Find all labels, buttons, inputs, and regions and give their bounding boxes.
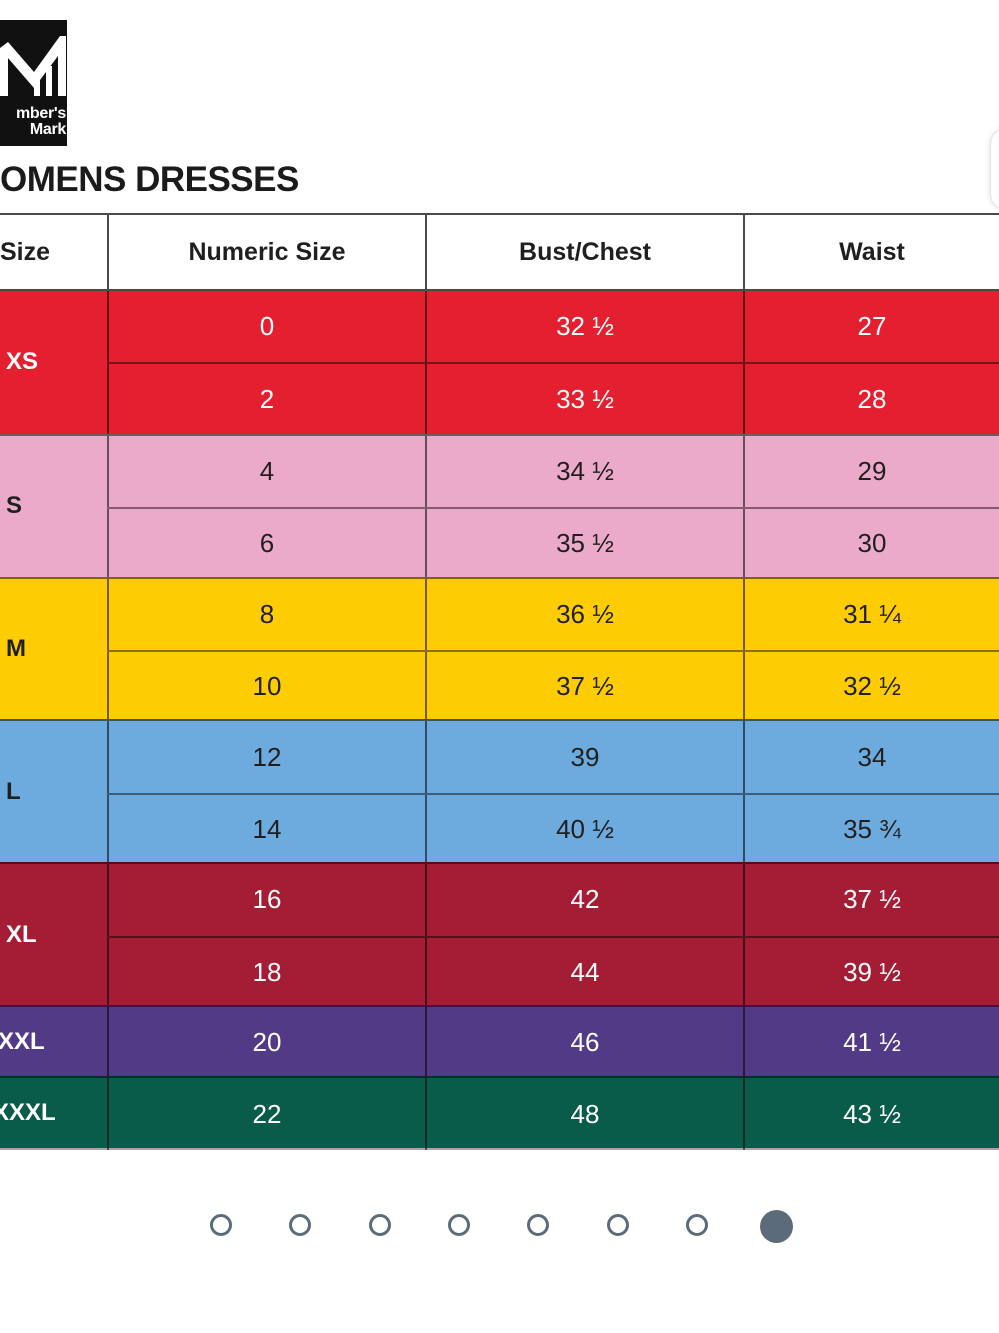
bust-chest-cell: 42 bbox=[425, 864, 743, 936]
size-label: XXL bbox=[0, 1027, 45, 1055]
size-label: S bbox=[6, 492, 23, 520]
numeric-size-cell: 2 bbox=[107, 364, 425, 434]
carousel-dot[interactable] bbox=[368, 1214, 391, 1236]
bust-chest-cell: 46 bbox=[425, 1007, 743, 1079]
numeric-size-cell: 18 bbox=[107, 937, 425, 1007]
waist-cell: 28 bbox=[743, 364, 999, 434]
carousel-indicator bbox=[0, 1210, 999, 1244]
brand-logo-mark-icon bbox=[0, 36, 66, 96]
table-row: 10 37 ½ 32 ½ bbox=[107, 649, 999, 722]
numeric-size-cell: 6 bbox=[107, 509, 425, 579]
size-group-s: S 4 34 ½ 29 6 35 ½ 30 bbox=[0, 433, 999, 579]
bust-chest-cell: 48 bbox=[425, 1078, 743, 1150]
waist-cell: 31 ¼ bbox=[743, 578, 999, 650]
size-group-m: M 8 36 ½ 31 ¼ 10 37 ½ 32 ½ bbox=[0, 576, 999, 722]
size-group-xxxl: XXXL 22 48 43 ½ bbox=[0, 1076, 999, 1150]
brand-logo-text: mber's Mark bbox=[0, 106, 66, 138]
carousel-dot[interactable] bbox=[527, 1214, 550, 1236]
brand-logo-line1: mber's bbox=[15, 105, 66, 122]
size-group-l: L 12 39 34 14 40 ½ 35 ¾ bbox=[0, 719, 999, 865]
size-label: XXXL bbox=[0, 1099, 56, 1127]
bust-chest-cell: 39 bbox=[425, 721, 743, 793]
size-group-xl: XL 16 42 37 ½ 18 44 39 ½ bbox=[0, 862, 999, 1007]
bust-chest-cell: 35 ½ bbox=[425, 509, 743, 579]
brand-logo: mber's Mark bbox=[0, 20, 67, 146]
header-size: Size bbox=[0, 237, 51, 266]
table-row: 16 42 37 ½ bbox=[107, 864, 999, 936]
table-row: 6 35 ½ 30 bbox=[107, 507, 999, 579]
bust-chest-cell: 44 bbox=[425, 937, 743, 1007]
size-label: M bbox=[6, 634, 26, 662]
carousel-dot-active[interactable] bbox=[759, 1210, 793, 1243]
bust-chest-cell: 32 ½ bbox=[425, 291, 743, 363]
size-group-xs: XS 0 32 ½ 27 2 33 ½ 28 bbox=[0, 291, 999, 434]
numeric-size-cell: 22 bbox=[107, 1078, 425, 1150]
size-label: L bbox=[6, 777, 21, 805]
table-row: 4 34 ½ 29 bbox=[107, 435, 999, 508]
bust-chest-cell: 37 ½ bbox=[425, 651, 743, 722]
size-group-xxl: XXL 20 46 41 ½ bbox=[0, 1005, 999, 1079]
table-row: 14 40 ½ 35 ¾ bbox=[107, 792, 999, 865]
numeric-size-cell: 20 bbox=[107, 1007, 425, 1079]
carousel-dot[interactable] bbox=[685, 1214, 708, 1236]
table-row: 12 39 34 bbox=[107, 721, 999, 793]
waist-cell: 41 ½ bbox=[743, 1007, 999, 1079]
waist-cell: 37 ½ bbox=[743, 864, 999, 936]
table-row: 2 33 ½ 28 bbox=[107, 362, 999, 434]
waist-cell: 35 ¾ bbox=[743, 794, 999, 865]
table-row: 18 44 39 ½ bbox=[107, 935, 999, 1007]
next-arrow-button[interactable] bbox=[990, 128, 999, 210]
page-title: OMENS DRESSES bbox=[0, 160, 299, 199]
table-row: 0 32 ½ 27 bbox=[107, 291, 999, 363]
table-row: 22 48 43 ½ bbox=[107, 1078, 999, 1150]
bust-chest-cell: 40 ½ bbox=[425, 794, 743, 865]
size-label: XL bbox=[6, 920, 37, 948]
numeric-size-cell: 16 bbox=[107, 864, 425, 936]
size-label: XS bbox=[6, 348, 39, 376]
carousel-dot[interactable] bbox=[606, 1214, 629, 1236]
numeric-size-cell: 4 bbox=[107, 435, 425, 508]
header-bust-chest: Bust/Chest bbox=[425, 215, 743, 289]
numeric-size-cell: 12 bbox=[107, 721, 425, 793]
table-header-row: Size Numeric Size Bust/Chest Waist bbox=[0, 213, 999, 291]
bust-chest-cell: 33 ½ bbox=[425, 364, 743, 434]
size-chart-table: Size Numeric Size Bust/Chest Waist XS 0 32… bbox=[0, 213, 999, 1150]
waist-cell: 34 bbox=[743, 721, 999, 793]
carousel-dot[interactable] bbox=[210, 1214, 232, 1236]
bust-chest-cell: 36 ½ bbox=[425, 578, 743, 650]
waist-cell: 32 ½ bbox=[743, 651, 999, 722]
numeric-size-cell: 10 bbox=[107, 651, 425, 722]
table-bottom-border bbox=[0, 1147, 999, 1150]
header-waist: Waist bbox=[743, 215, 999, 289]
waist-cell: 39 ½ bbox=[743, 937, 999, 1007]
numeric-size-cell: 8 bbox=[107, 578, 425, 650]
waist-cell: 43 ½ bbox=[743, 1078, 999, 1150]
table-row: 8 36 ½ 31 ¼ bbox=[107, 578, 999, 650]
waist-cell: 29 bbox=[743, 435, 999, 508]
table-row: 20 46 41 ½ bbox=[107, 1007, 999, 1079]
carousel-dot[interactable] bbox=[289, 1214, 312, 1236]
bust-chest-cell: 34 ½ bbox=[425, 435, 743, 508]
numeric-size-cell: 0 bbox=[107, 291, 425, 363]
waist-cell: 27 bbox=[743, 291, 999, 363]
numeric-size-cell: 14 bbox=[107, 794, 425, 865]
waist-cell: 30 bbox=[743, 509, 999, 579]
carousel-dot[interactable] bbox=[447, 1214, 470, 1236]
header-numeric-size: Numeric Size bbox=[107, 215, 425, 289]
brand-logo-line2: Mark bbox=[29, 121, 66, 138]
